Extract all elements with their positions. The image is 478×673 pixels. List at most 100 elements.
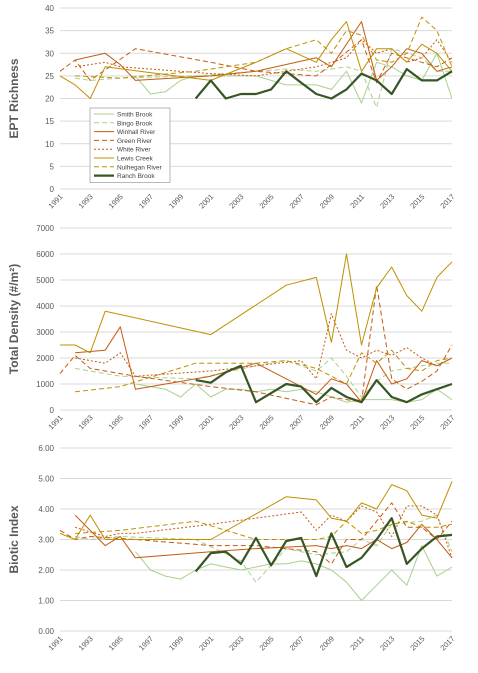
y-tick-label: 3000 (36, 328, 54, 337)
y-tick-label: 6000 (36, 250, 54, 259)
x-tick-label: 2007 (288, 634, 306, 652)
series-line-bingo-brook (75, 514, 453, 583)
x-tick-label: 1995 (107, 634, 125, 652)
x-tick-label: 2013 (378, 192, 396, 210)
y-tick-label: 5000 (36, 276, 54, 285)
x-tick-label: 2009 (318, 413, 336, 431)
x-tick-label: 1999 (167, 634, 185, 652)
x-tick-label: 1997 (137, 192, 155, 210)
y-tick-label: 20 (45, 95, 54, 104)
y-axis-label: EPT Richness (7, 58, 21, 138)
legend-box (89, 107, 171, 183)
legend-label-smith-brook: Smith Brook (117, 112, 153, 119)
series-line-lewis-creek (60, 253, 453, 354)
series-line-ranch-brook (194, 67, 453, 100)
x-tick-label: 2009 (318, 634, 336, 652)
legend-label-lewis-creek: Lewis Creek (117, 156, 154, 163)
x-tick-label: 2009 (318, 192, 336, 210)
series-line-white-river (74, 505, 453, 558)
y-tick-label: 0 (50, 185, 55, 194)
x-tick-label: 2015 (408, 192, 426, 210)
x-tick-label: 1993 (77, 192, 95, 210)
legend-label-white-river: White River (117, 147, 151, 154)
legend-label-nulhegan-river: Nulhegan River (117, 164, 163, 171)
y-tick-label: 0 (50, 406, 55, 415)
x-tick-label: 1991 (46, 634, 64, 652)
x-tick-label: 2013 (378, 413, 396, 431)
legend-label-bingo-brook: Bingo Brook (117, 120, 153, 127)
x-tick-label: 2011 (348, 634, 366, 652)
series-line-smith-brook (135, 52, 453, 104)
x-tick-label: 1997 (137, 413, 155, 431)
series-line-white-river (75, 39, 453, 77)
x-tick-label: 1991 (46, 192, 64, 210)
y-tick-label: 4.00 (38, 505, 54, 514)
x-tick-label: 2005 (258, 192, 276, 210)
series-line-nulhegan-river (75, 16, 453, 79)
y-tick-label: 40 (45, 4, 54, 13)
y-tick-label: 0.00 (38, 627, 54, 636)
x-tick-label: 2001 (197, 192, 215, 210)
series-line-white-river (75, 313, 453, 380)
y-tick-label: 2000 (36, 354, 54, 363)
y-tick-label: 25 (45, 72, 54, 81)
series-line-ranch-brook (194, 516, 453, 578)
x-tick-label: 2005 (258, 634, 276, 652)
x-tick-label: 1993 (77, 634, 95, 652)
x-tick-label: 2017 (438, 634, 456, 652)
y-tick-label: 10 (45, 140, 54, 149)
series-line-nulhegan-river (75, 520, 453, 540)
y-tick-label: 3.00 (38, 536, 54, 545)
legend-label-green-river: Green River (117, 138, 153, 145)
y-tick-label: 7000 (36, 224, 54, 233)
x-tick-label: 2007 (288, 413, 306, 431)
x-tick-label: 2003 (227, 634, 245, 652)
x-tick-label: 2017 (438, 192, 456, 210)
x-tick-label: 2011 (348, 192, 366, 210)
x-tick-label: 2015 (408, 634, 426, 652)
series-line-nulhegan-river (75, 349, 453, 393)
series-line-bingo-brook (75, 357, 452, 398)
y-tick-label: 4000 (36, 302, 54, 311)
panel-biotic-index: 0.00 1.00 2.00 3.00 4.00 5.00 6.00 1991 1993 1995… (7, 444, 457, 652)
x-tick-label: 2003 (227, 413, 245, 431)
series-line-green-river (59, 284, 453, 406)
x-tick-label: 1995 (107, 192, 125, 210)
y-axis-label: Total Density (#/m²) (7, 264, 21, 374)
series-line-smith-brook (135, 545, 453, 601)
y-tick-label: 5.00 (38, 475, 54, 484)
y-tick-label: 1000 (36, 380, 54, 389)
series-line-lewis-creek (59, 21, 453, 99)
y-tick-label: 6.00 (38, 444, 54, 453)
x-tick-label: 1991 (46, 413, 64, 431)
y-tick-label: 15 (45, 117, 54, 126)
y-tick-label: 1.00 (38, 597, 54, 606)
panel-ept-richness: 0 5 10 15 20 25 30 35 40 1991 1993 1995 1997 1999 2001… (7, 4, 457, 210)
x-tick-label: 2017 (438, 413, 456, 431)
series-line-smith-brook (135, 383, 453, 403)
legend-label-ranch-brook: Ranch Brook (117, 173, 155, 180)
x-tick-label: 1999 (167, 192, 185, 210)
y-tick-label: 2.00 (38, 566, 54, 575)
series-line-lewis-creek (59, 481, 453, 540)
x-tick-label: 2015 (408, 413, 426, 431)
y-tick-label: 30 (45, 49, 54, 58)
x-tick-label: 2011 (348, 413, 366, 431)
series-line-ranch-brook (195, 364, 453, 404)
x-tick-label: 1999 (167, 413, 185, 431)
y-axis-label: Biotic Index (7, 505, 21, 573)
y-tick-label: 35 (45, 27, 54, 36)
x-tick-label: 2001 (197, 634, 215, 652)
x-tick-label: 1997 (137, 634, 155, 652)
x-tick-label: 2013 (378, 634, 396, 652)
legend-label-winhall-river: Winhall River (117, 129, 156, 136)
x-tick-label: 2005 (258, 413, 276, 431)
y-tick-label: 5 (50, 162, 55, 171)
x-tick-label: 2007 (288, 192, 306, 210)
panel-total-density-m: 0 1000 2000 3000 4000 5000 6000 7000 1991 1993 199… (7, 224, 457, 431)
x-tick-label: 2003 (227, 192, 245, 210)
x-tick-label: 1993 (77, 413, 95, 431)
